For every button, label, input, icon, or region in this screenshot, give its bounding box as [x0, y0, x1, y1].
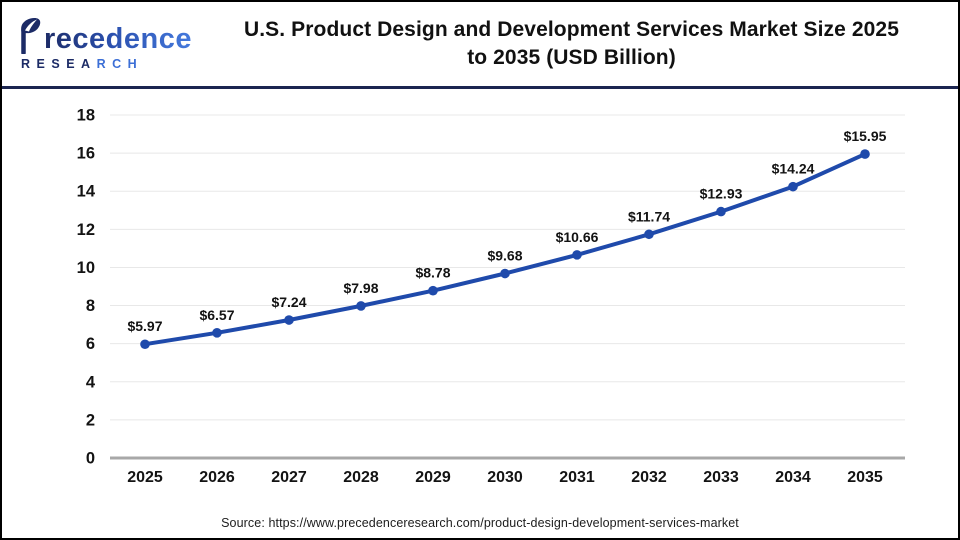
y-tick-label: 6: [86, 335, 95, 353]
data-point: [500, 268, 510, 279]
data-point-label: $9.68: [487, 248, 522, 264]
y-tick-label: 12: [77, 221, 95, 239]
x-tick-label: 2034: [775, 469, 811, 486]
x-tick-label: 2028: [343, 469, 379, 486]
data-point-label: $12.93: [700, 186, 743, 202]
chart-title-line1: U.S. Product Design and Development Serv…: [243, 17, 899, 41]
y-tick-label: 16: [77, 145, 95, 163]
x-tick-label: 2026: [199, 469, 235, 486]
y-tick-label: 0: [86, 450, 95, 468]
data-point-label: $7.98: [343, 280, 378, 296]
y-tick-label: 2: [86, 411, 95, 429]
data-point-label: $6.57: [199, 307, 234, 323]
x-tick-label: 2031: [559, 469, 595, 486]
x-tick-label: 2030: [487, 469, 523, 486]
x-tick-label: 2033: [703, 469, 739, 486]
header: recedence RESEARCH U.S. Product Design a…: [2, 2, 958, 89]
data-point: [572, 250, 582, 260]
chart-title: U.S. Product Design and Development Serv…: [203, 16, 940, 73]
y-tick-label: 8: [86, 297, 95, 315]
data-point: [284, 315, 294, 325]
y-tick-label: 4: [86, 373, 96, 391]
x-tick-label: 2035: [847, 469, 883, 486]
data-point-label: $8.78: [415, 265, 450, 281]
y-tick-label: 14: [77, 183, 96, 201]
data-point-label: $10.66: [556, 229, 599, 245]
line-chart: 0 2 4 6 8 10 12 14 16 18 2025 2026 2027 2028 2029 2030 2…: [77, 107, 905, 486]
brand-subtitle-right: RCH: [96, 57, 144, 71]
data-point-label: $14.24: [772, 161, 815, 177]
data-point-label: $7.24: [271, 294, 306, 310]
data-point: [212, 328, 222, 338]
data-point-label: $15.95: [844, 128, 887, 144]
chart-title-line2: to 2035 (USD Billion): [467, 46, 676, 69]
x-tick-label: 2027: [271, 469, 307, 486]
y-tick-label: 18: [77, 107, 95, 125]
x-tick-label: 2032: [631, 469, 667, 486]
brand-logo: recedence RESEARCH: [18, 17, 203, 71]
x-tick-label: 2029: [415, 469, 451, 486]
leaf-p-icon: [21, 17, 41, 54]
x-tick-label: 2025: [127, 469, 163, 486]
source-text: Source: https://www.precedenceresearch.c…: [221, 516, 739, 530]
data-point: [428, 285, 438, 296]
brand-subtitle: RESEARCH: [18, 57, 203, 71]
data-point-label: $11.74: [628, 208, 670, 224]
y-tick-label: 10: [77, 259, 95, 277]
data-point: [860, 149, 870, 159]
data-point: [716, 206, 726, 217]
data-point: [644, 229, 654, 240]
data-point: [140, 339, 150, 350]
data-point: [356, 301, 366, 311]
brand-text: recedence: [44, 23, 192, 55]
brand-subtitle-left: RESEA: [21, 57, 97, 71]
brand-name: recedence: [18, 17, 203, 54]
data-point-label: $5.97: [127, 318, 162, 334]
data-point: [788, 181, 798, 192]
